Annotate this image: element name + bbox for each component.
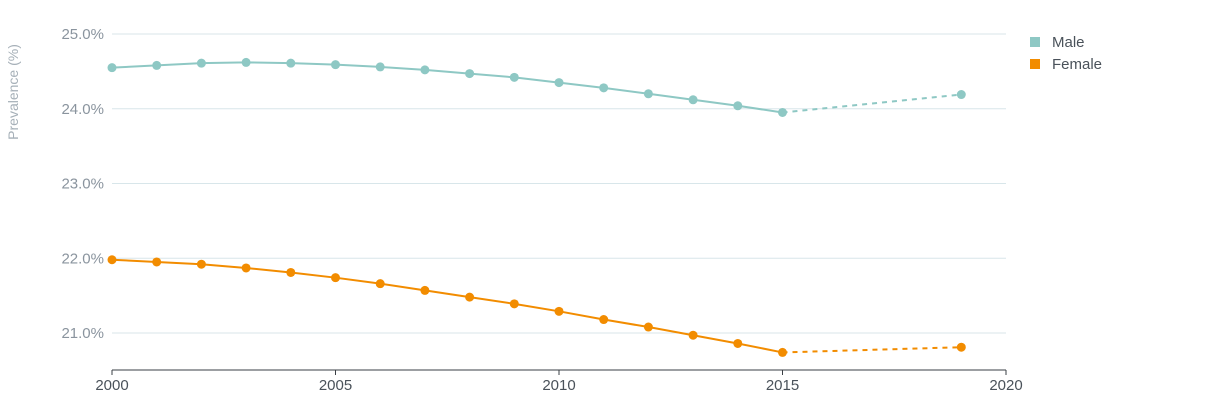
data-point[interactable] [733, 338, 743, 348]
data-point[interactable] [643, 322, 653, 332]
data-point[interactable] [420, 285, 430, 295]
data-point[interactable] [107, 63, 117, 73]
data-point[interactable] [375, 62, 385, 72]
y-axis: 21.0% 22.0% 23.0% 24.0% 25.0% [61, 26, 104, 342]
data-point[interactable] [509, 72, 519, 82]
data-point[interactable] [286, 267, 296, 277]
legend-swatch [1030, 37, 1040, 47]
y-tick-label: 21.0% [61, 325, 104, 342]
series-female [107, 255, 966, 357]
data-point[interactable] [331, 60, 340, 70]
data-point[interactable] [331, 273, 340, 283]
data-point[interactable] [286, 58, 296, 68]
series-line-solid [111, 258, 783, 354]
data-point[interactable] [420, 65, 430, 75]
data-point[interactable] [465, 69, 475, 79]
data-point[interactable] [196, 58, 206, 68]
legend-label: Female [1052, 56, 1102, 73]
data-point[interactable] [152, 60, 162, 70]
series-line-dashed [782, 93, 962, 114]
series-male [107, 57, 966, 117]
x-tick-label: 2015 [766, 377, 799, 394]
data-point[interactable] [152, 257, 162, 267]
y-tick-label: 24.0% [61, 101, 104, 118]
gridlines [112, 33, 1006, 334]
x-axis: 2000 2005 2010 2015 2020 [95, 369, 1023, 394]
data-point[interactable] [688, 330, 698, 340]
data-point[interactable] [956, 342, 966, 352]
series-line-dashed [782, 346, 962, 354]
data-point[interactable] [733, 101, 743, 111]
y-tick-label: 25.0% [61, 26, 104, 43]
data-point[interactable] [956, 90, 966, 100]
series-group [107, 57, 966, 357]
x-tick-label: 2005 [319, 377, 352, 394]
y-axis-title: Prevalence (%) [5, 44, 21, 140]
data-point[interactable] [196, 259, 206, 269]
data-point[interactable] [107, 255, 117, 265]
legend-swatch [1030, 59, 1040, 69]
data-point[interactable] [509, 299, 519, 309]
legend-item-male[interactable]: Male [1030, 34, 1085, 51]
data-point[interactable] [778, 107, 787, 117]
series-line-solid [111, 61, 783, 114]
legend[interactable]: Male Female [1030, 34, 1102, 73]
data-point[interactable] [241, 263, 251, 273]
data-point[interactable] [599, 83, 609, 93]
data-point[interactable] [554, 78, 564, 88]
data-point[interactable] [643, 89, 653, 99]
x-tick-label: 2000 [95, 377, 128, 394]
data-point[interactable] [599, 315, 609, 325]
x-tick-label: 2010 [542, 377, 575, 394]
data-point[interactable] [554, 306, 564, 316]
legend-item-female[interactable]: Female [1030, 56, 1102, 73]
data-point[interactable] [688, 95, 698, 105]
x-tick-label: 2020 [989, 377, 1022, 394]
data-point[interactable] [375, 279, 385, 289]
legend-label: Male [1052, 34, 1085, 51]
data-point[interactable] [241, 57, 251, 67]
data-point[interactable] [465, 292, 475, 302]
data-point[interactable] [778, 347, 787, 357]
y-tick-label: 23.0% [61, 176, 104, 193]
y-tick-label: 22.0% [61, 250, 104, 267]
